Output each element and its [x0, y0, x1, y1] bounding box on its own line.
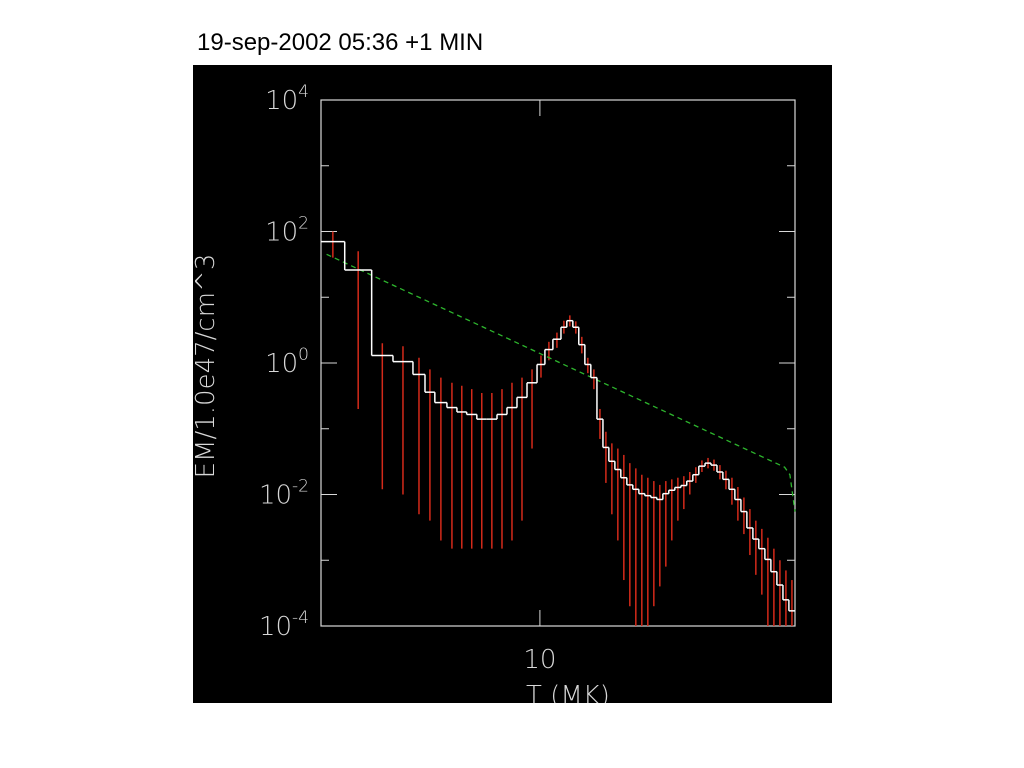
y-tick-label: 102	[265, 214, 309, 248]
y-tick-base: 10	[259, 481, 292, 511]
x-axis-label: T (MK)	[526, 681, 610, 711]
y-tick-base: 10	[265, 349, 298, 379]
y-tick-exponent: -4	[292, 608, 309, 628]
y-tick-base: 10	[265, 86, 298, 116]
y-tick-label: 10-2	[259, 477, 309, 511]
y-tick-exponent: 0	[298, 345, 309, 365]
fit-line	[326, 253, 796, 512]
y-tick-exponent: 2	[298, 214, 309, 234]
y-tick-label: 104	[265, 82, 309, 116]
y-axis-label: EM/1.0e47/cm^3	[191, 254, 221, 479]
chart-title: 19-sep-2002 05:36 +1 MIN	[197, 29, 483, 56]
y-tick-exponent: 4	[298, 82, 309, 102]
x-tick-label: 10	[523, 645, 556, 675]
plot-area: T (MK) EM/1.0e47/cm^3 10-410-21001021041…	[191, 82, 796, 711]
y-tick-base: 10	[265, 218, 298, 248]
y-tick-exponent: -2	[292, 477, 309, 497]
y-tick-label: 100	[265, 345, 309, 379]
y-tick-base: 10	[259, 612, 292, 642]
y-tick-label: 10-4	[259, 608, 309, 642]
